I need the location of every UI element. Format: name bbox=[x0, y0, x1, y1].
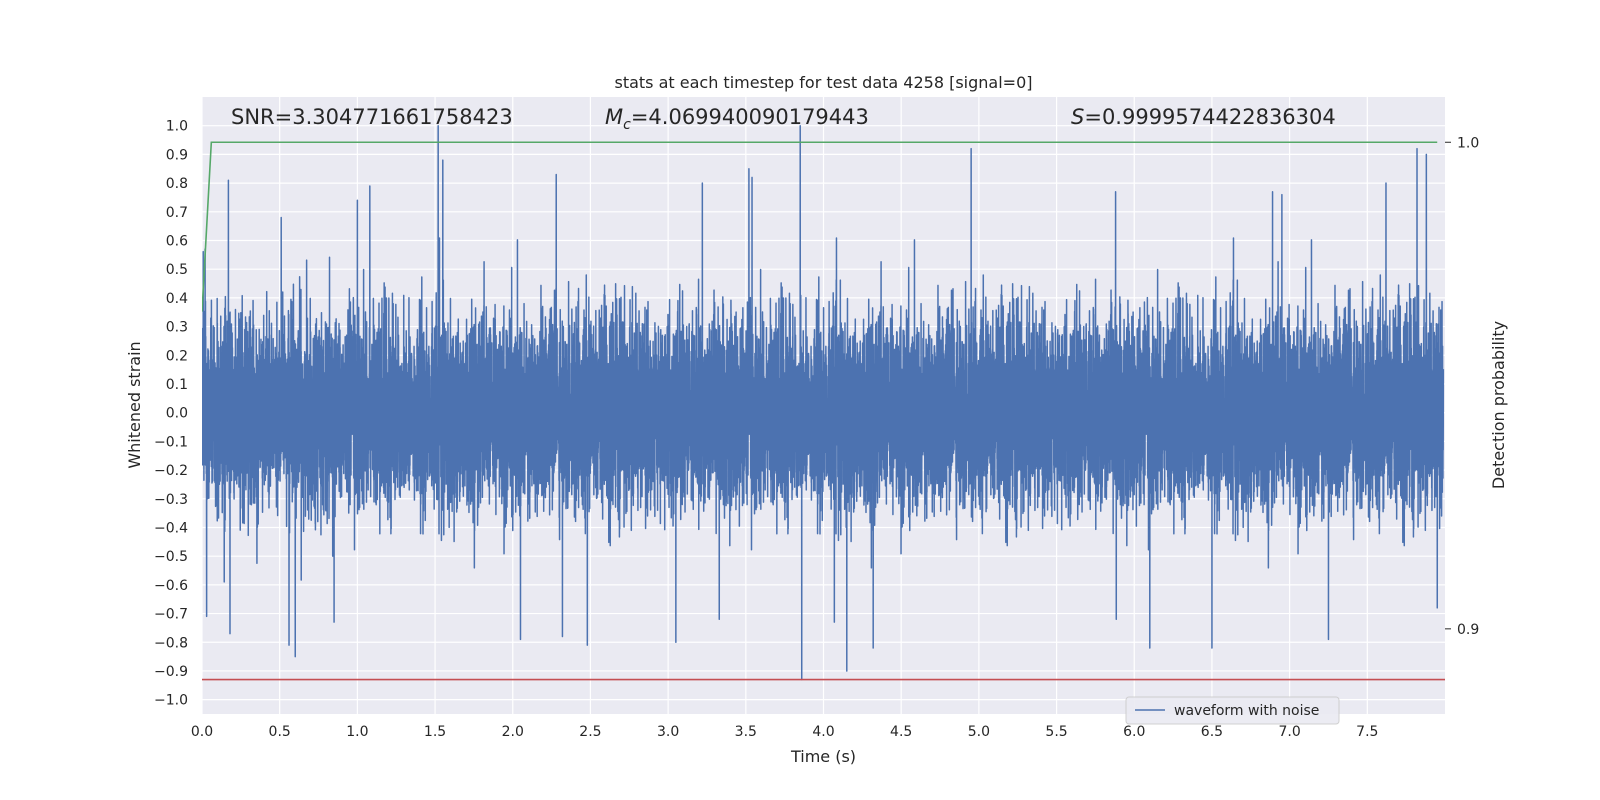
x-tick-label: 4.0 bbox=[812, 724, 834, 740]
chirp-mass-symbol: M bbox=[605, 105, 623, 129]
x-tick-label: 6.5 bbox=[1201, 724, 1223, 740]
x-tick-label: 2.5 bbox=[579, 724, 601, 740]
y-tick-label: 0.1 bbox=[166, 377, 188, 393]
chirp-mass-value: =4.069940090179443 bbox=[631, 105, 869, 129]
y2-tick-labels: 1.0 0.9 bbox=[1445, 135, 1479, 638]
chart-title: stats at each timestep for test data 425… bbox=[614, 73, 1032, 92]
detection-probability-line bbox=[202, 141, 1438, 312]
y2-tick-label: 0.9 bbox=[1457, 622, 1479, 638]
y-tick-label: −0.4 bbox=[154, 520, 188, 536]
y-tick-label: 1.0 bbox=[166, 119, 188, 135]
x-tick-label: 6.0 bbox=[1123, 724, 1145, 740]
y-axis-label: Whitened strain bbox=[125, 341, 144, 468]
y-tick-label: 0.5 bbox=[166, 262, 188, 278]
y-tick-label: 0.0 bbox=[166, 406, 188, 422]
legend-box bbox=[1125, 696, 1340, 725]
chirp-mass-subscript: c bbox=[623, 117, 631, 133]
x-tick-label: 5.0 bbox=[968, 724, 990, 740]
x-tick-label: 1.0 bbox=[346, 724, 368, 740]
y-tick-labels: 1.0 0.9 0.8 0.7 0.6 0.5 0.4 0.3 0.2 0.1 0.0 −0.1 −0.… bbox=[154, 119, 188, 709]
y-tick-label: −0.8 bbox=[154, 635, 188, 651]
x-tick-labels: 0.0 0.5 1.0 1.5 2.0 2.5 3.0 3.5 4.0 4.5 5.0 5.5 6.0 6… bbox=[191, 724, 1379, 740]
y-tick-label: −0.5 bbox=[154, 549, 188, 565]
x-tick-label: 0.0 bbox=[191, 724, 213, 740]
legend: waveform with noise bbox=[1125, 696, 1340, 725]
y-tick-label: −0.3 bbox=[154, 492, 188, 508]
y-tick-label: 0.3 bbox=[166, 320, 188, 336]
x-tick-label: 4.5 bbox=[890, 724, 912, 740]
s-value: =0.9999574422836304 bbox=[1084, 105, 1335, 129]
snr-annotation: SNR=3.304771661758423 bbox=[231, 105, 513, 129]
y-tick-label: 0.2 bbox=[166, 348, 188, 364]
y-tick-label: 0.4 bbox=[166, 291, 188, 307]
x-tick-label: 3.5 bbox=[735, 724, 757, 740]
x-tick-label: 0.5 bbox=[269, 724, 291, 740]
y-tick-label: 0.6 bbox=[166, 233, 188, 249]
x-tick-label: 3.0 bbox=[657, 724, 679, 740]
y-tick-label: −0.2 bbox=[154, 463, 188, 479]
chirp-mass-annotation: Mc=4.069940090179443 bbox=[605, 105, 869, 133]
y-tick-label: −0.6 bbox=[154, 578, 188, 594]
x-axis-label: Time (s) bbox=[790, 747, 856, 766]
x-tick-label: 7.5 bbox=[1356, 724, 1378, 740]
y-tick-label: 0.9 bbox=[166, 147, 188, 163]
waveform-with-noise-line bbox=[202, 124, 1445, 681]
y-tick-label: −0.9 bbox=[154, 664, 188, 680]
legend-label-waveform: waveform with noise bbox=[1174, 703, 1319, 719]
y-tick-label: −0.1 bbox=[154, 434, 188, 450]
y-tick-label: −1.0 bbox=[154, 693, 188, 709]
x-tick-label: 5.5 bbox=[1045, 724, 1067, 740]
y-tick-label: 0.8 bbox=[166, 176, 188, 192]
y2-tick-label: 1.0 bbox=[1457, 135, 1479, 151]
x-tick-label: 7.0 bbox=[1278, 724, 1300, 740]
x-tick-label: 2.0 bbox=[502, 724, 524, 740]
s-symbol: S bbox=[1071, 105, 1084, 129]
y-tick-label: −0.7 bbox=[154, 607, 188, 623]
y2-axis-label: Detection probability bbox=[1489, 321, 1508, 489]
series-layer bbox=[202, 124, 1445, 681]
y-tick-label: 0.7 bbox=[166, 205, 188, 221]
s-annotation: S=0.9999574422836304 bbox=[1071, 105, 1336, 129]
x-tick-label: 1.5 bbox=[424, 724, 446, 740]
